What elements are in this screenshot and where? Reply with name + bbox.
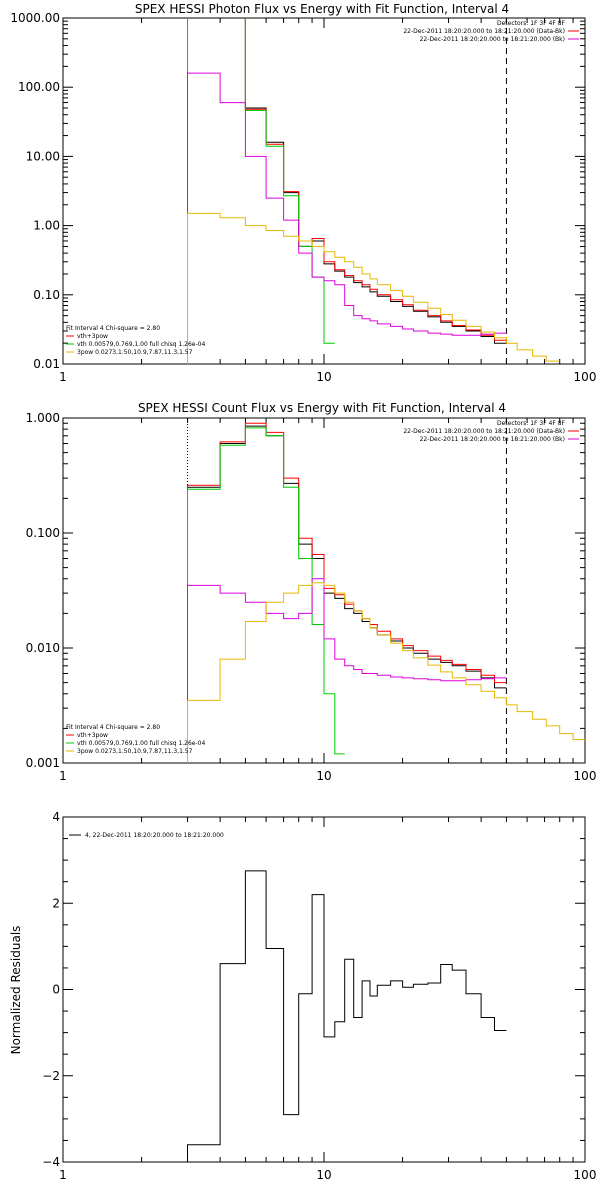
y-tick-label: 10.00	[26, 149, 60, 163]
y-tick-label: 1000.00	[10, 11, 60, 25]
y-tick-label: 1.00	[33, 219, 60, 233]
y-tick-label: 2	[52, 896, 60, 910]
count-flux-panel: SPEX HESSI Count Flux vs Energy with Fit…	[26, 401, 597, 783]
y-tick-label: 1.000	[26, 411, 60, 425]
series-1-line	[187, 18, 507, 364]
legend-topright-text: Detectors: 1F 3F 4F 8F	[497, 420, 566, 427]
legend-bottomleft-text: vth+3pow	[77, 333, 108, 340]
x-tick-label: 10	[316, 1168, 331, 1182]
x-tick-label: 10	[316, 370, 331, 384]
legend-topright-text: Detectors: 1F 3F 4F 8F	[497, 20, 566, 27]
residuals-ylabel: Normalized Residuals	[9, 926, 23, 1055]
residuals-panel: Normalized Residuals 1 10 100 4 2 0 −2 −4 4, 22…	[9, 810, 596, 1182]
legend-topright-text: 22-Dec-2011 18:20:20.000 to 18:21:20.000…	[403, 428, 565, 435]
legend-bottomleft-text: Fit Interval 4 Chi-square = 2.80	[66, 724, 160, 731]
legend-bottomleft-text: vth 0.00579,0.769,1.00 full chisq 1.26e-…	[77, 341, 205, 348]
legend-bottomleft-text: 3pow 0.0273,1.50,10.9,7.87,11.3,1.57	[77, 349, 193, 356]
y-tick-label: 4	[52, 810, 60, 824]
series-2-line	[187, 18, 335, 364]
legend-topleft-text: 4, 22-Dec-2011 18:20:20.000 to 18:21:20.…	[85, 832, 224, 839]
series-3-line	[187, 72, 507, 364]
x-tick-label: 1	[59, 769, 67, 783]
legend-topright-text: 22-Dec-2011 18:20:20.000 to 18:21:20.000…	[403, 28, 565, 35]
y-tick-label: 0.100	[26, 526, 60, 540]
x-tick-label: 100	[574, 1168, 597, 1182]
legend-bottomleft-text: vth+3pow	[77, 732, 108, 739]
series-4-line	[187, 212, 560, 364]
y-tick-label: 0	[52, 983, 60, 997]
y-tick-label: −4	[42, 1155, 60, 1169]
y-tick-label: 0.10	[33, 288, 60, 302]
x-tick-label: 100	[574, 370, 597, 384]
x-tick-label: 10	[316, 769, 331, 783]
series-4-line	[187, 582, 585, 763]
series-0-line	[187, 870, 507, 1162]
legend-bottomleft-text: 3pow 0.0273,1.50,10.9,7.87,11.3,1.57	[77, 748, 193, 755]
y-tick-label: 0.01	[33, 357, 60, 371]
series-0-line	[187, 18, 507, 364]
x-tick-label: 100	[574, 769, 597, 783]
legend-topright-text: 22-Dec-2011 18:20:20.000 to 18:21:20.000…	[420, 36, 565, 43]
photon-flux-title: SPEX HESSI Photon Flux vs Energy with Fi…	[135, 2, 509, 16]
x-tick-label: 1	[59, 370, 67, 384]
y-tick-label: 100.00	[18, 80, 60, 94]
photon-flux-panel: SPEX HESSI Photon Flux vs Energy with Fi…	[10, 2, 597, 384]
count-flux-title: SPEX HESSI Count Flux vs Energy with Fit…	[138, 401, 506, 415]
series-2-line	[187, 427, 345, 763]
legend-bottomleft-text: Fit Interval 4 Chi-square = 2.80	[66, 325, 160, 332]
series-3-line	[187, 578, 507, 763]
y-tick-label: −2	[42, 1069, 60, 1083]
legend-topright-text: 22-Dec-2011 18:20:20.000 to 18:21:20.000…	[420, 436, 565, 443]
x-tick-label: 1	[59, 1168, 67, 1182]
y-tick-label: 0.010	[26, 641, 60, 655]
legend-bottomleft-text: vth 0.00579,0.769,1.00 full chisq 1.26e-…	[77, 740, 205, 747]
y-tick-label: 0.001	[26, 756, 60, 770]
series-0-line	[187, 425, 507, 763]
